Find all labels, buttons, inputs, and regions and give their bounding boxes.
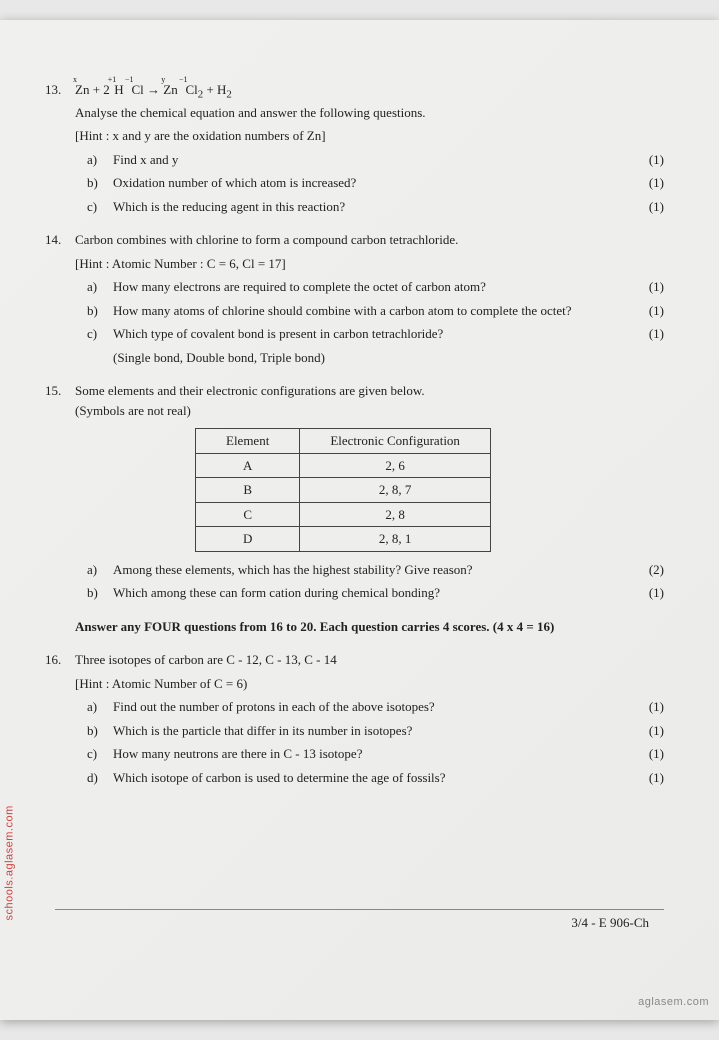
item-label: b) [87, 173, 113, 193]
table-row: A2, 6 [196, 453, 491, 478]
item-text: Find out the number of protons in each o… [113, 697, 634, 717]
exam-page: 13. xZn + 2+1H −1Cl → yZn −1Cl2 + H2 Ana… [0, 20, 719, 1020]
q14-line1: Carbon combines with chlorine to form a … [75, 230, 664, 250]
item-text: Which is the reducing agent in this reac… [113, 197, 634, 217]
q15-a: a) Among these elements, which has the h… [87, 560, 664, 580]
section-header: Answer any FOUR questions from 16 to 20.… [75, 617, 664, 637]
q16-c: c) How many neutrons are there in C - 13… [87, 744, 664, 764]
col-element: Element [196, 429, 300, 454]
item-marks: (1) [634, 697, 664, 717]
q13-line1: Analyse the chemical equation and answer… [75, 103, 664, 123]
item-label: b) [87, 583, 113, 603]
table-row: B2, 8, 7 [196, 478, 491, 503]
cell: 2, 8, 7 [300, 478, 491, 503]
table-row: D2, 8, 1 [196, 527, 491, 552]
item-label: d) [87, 768, 113, 788]
item-text: Which among these can form cation during… [113, 583, 634, 603]
item-label: a) [87, 697, 113, 717]
q13-equation: xZn + 2+1H −1Cl → yZn −1Cl2 + H2 [75, 80, 664, 103]
cell: 2, 8, 1 [300, 527, 491, 552]
cell: D [196, 527, 300, 552]
q16-b: b) Which is the particle that differ in … [87, 721, 664, 741]
question-14: 14. Carbon combines with chlorine to for… [75, 230, 664, 367]
question-13: 13. xZn + 2+1H −1Cl → yZn −1Cl2 + H2 Ana… [75, 80, 664, 216]
item-label: c) [87, 744, 113, 764]
item-label: c) [87, 324, 113, 344]
item-text: Among these elements, which has the high… [113, 560, 634, 580]
q13-a: a) Find x and y (1) [87, 150, 664, 170]
cell: C [196, 502, 300, 527]
q14-c: c) Which type of covalent bond is presen… [87, 324, 664, 344]
item-marks: (1) [634, 173, 664, 193]
item-text: Find x and y [113, 150, 634, 170]
q15-line2: (Symbols are not real) [75, 401, 664, 421]
q14-hint: [Hint : Atomic Number : C = 6, Cl = 17] [75, 254, 664, 274]
item-label: a) [87, 560, 113, 580]
item-marks: (1) [634, 744, 664, 764]
q16-d: d) Which isotope of carbon is used to de… [87, 768, 664, 788]
q16-a: a) Find out the number of protons in eac… [87, 697, 664, 717]
item-label: c) [87, 197, 113, 217]
item-text: How many neutrons are there in C - 13 is… [113, 744, 634, 764]
question-15: 15. Some elements and their electronic c… [75, 381, 664, 603]
q16-line1: Three isotopes of carbon are C - 12, C -… [75, 650, 664, 670]
item-text: Which type of covalent bond is present i… [113, 324, 634, 344]
item-marks: (1) [634, 768, 664, 788]
q13-number: 13. [45, 80, 61, 100]
item-text: How many atoms of chlorine should combin… [113, 301, 634, 321]
watermark-left: schools.aglasem.com [2, 805, 19, 920]
footer-rule [55, 909, 664, 910]
q15-b: b) Which among these can form cation dur… [87, 583, 664, 603]
cell: 2, 8 [300, 502, 491, 527]
q13-hint: [Hint : x and y are the oxidation number… [75, 126, 664, 146]
item-marks: (1) [634, 583, 664, 603]
cell: B [196, 478, 300, 503]
q16-number: 16. [45, 650, 61, 670]
item-marks: (1) [634, 721, 664, 741]
cell: 2, 6 [300, 453, 491, 478]
q15-table: Element Electronic Configuration A2, 6 B… [195, 428, 491, 552]
q13-c: c) Which is the reducing agent in this r… [87, 197, 664, 217]
item-marks: (1) [634, 324, 664, 344]
q14-c-note: (Single bond, Double bond, Triple bond) [113, 348, 664, 368]
q14-b: b) How many atoms of chlorine should com… [87, 301, 664, 321]
item-label: b) [87, 721, 113, 741]
q14-a: a) How many electrons are required to co… [87, 277, 664, 297]
item-marks: (2) [634, 560, 664, 580]
table-header-row: Element Electronic Configuration [196, 429, 491, 454]
page-footer: 3/4 - E 906-Ch [571, 913, 649, 933]
item-label: a) [87, 150, 113, 170]
col-config: Electronic Configuration [300, 429, 491, 454]
item-text: Which is the particle that differ in its… [113, 721, 634, 741]
item-label: a) [87, 277, 113, 297]
item-text: Which isotope of carbon is used to deter… [113, 768, 634, 788]
q15-number: 15. [45, 381, 61, 401]
item-text: How many electrons are required to compl… [113, 277, 634, 297]
item-marks: (1) [634, 150, 664, 170]
question-16: 16. Three isotopes of carbon are C - 12,… [75, 650, 664, 787]
item-marks: (1) [634, 301, 664, 321]
watermark-right: aglasem.com [638, 994, 709, 1011]
item-marks: (1) [634, 277, 664, 297]
item-text: Oxidation number of which atom is increa… [113, 173, 634, 193]
q13-b: b) Oxidation number of which atom is inc… [87, 173, 664, 193]
item-marks: (1) [634, 197, 664, 217]
q15-line1: Some elements and their electronic confi… [75, 381, 664, 401]
q14-number: 14. [45, 230, 61, 250]
item-label: b) [87, 301, 113, 321]
q16-hint: [Hint : Atomic Number of C = 6) [75, 674, 664, 694]
cell: A [196, 453, 300, 478]
table-row: C2, 8 [196, 502, 491, 527]
